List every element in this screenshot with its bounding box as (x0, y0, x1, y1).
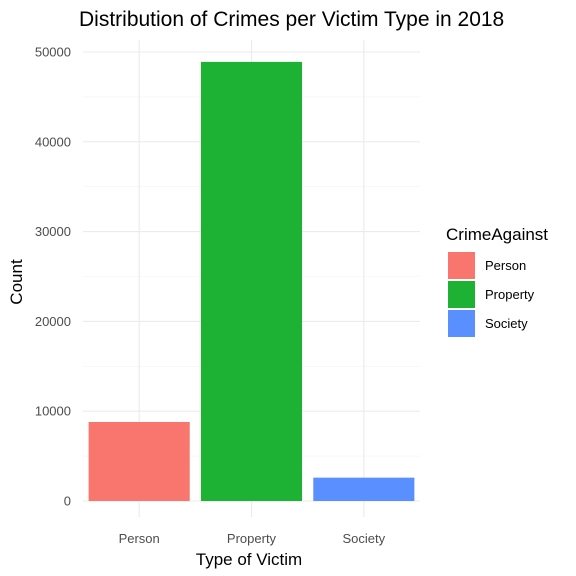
y-tick-label: 50000 (35, 45, 71, 60)
bar-society (313, 477, 415, 501)
y-tick-label: 10000 (35, 404, 71, 419)
bar-property (200, 61, 303, 502)
y-tick-label: 0 (64, 494, 71, 509)
y-axis-ticks: 0 10000 20000 30000 40000 50000 (35, 45, 71, 509)
y-axis-title: Count (7, 259, 26, 305)
legend-label: Society (485, 316, 528, 331)
x-tick-label: Person (119, 531, 160, 546)
bars (88, 61, 415, 502)
chart-title: Distribution of Crimes per Victim Type i… (79, 8, 504, 31)
y-tick-label: 40000 (35, 134, 71, 149)
legend-key-society (448, 310, 475, 337)
bar-person (88, 421, 190, 501)
x-axis-title: Type of Victim (196, 550, 302, 569)
legend: CrimeAgainst Person Property Society (446, 225, 548, 337)
y-tick-label: 20000 (35, 314, 71, 329)
legend-title: CrimeAgainst (446, 225, 548, 244)
legend-key-person (448, 252, 475, 279)
x-axis-ticks: Person Property Society (119, 531, 386, 546)
x-tick-label: Property (227, 531, 277, 546)
x-tick-label: Society (343, 531, 386, 546)
legend-label: Property (485, 287, 535, 302)
legend-key-property (448, 281, 475, 308)
y-tick-label: 30000 (35, 224, 71, 239)
legend-label: Person (485, 258, 526, 273)
